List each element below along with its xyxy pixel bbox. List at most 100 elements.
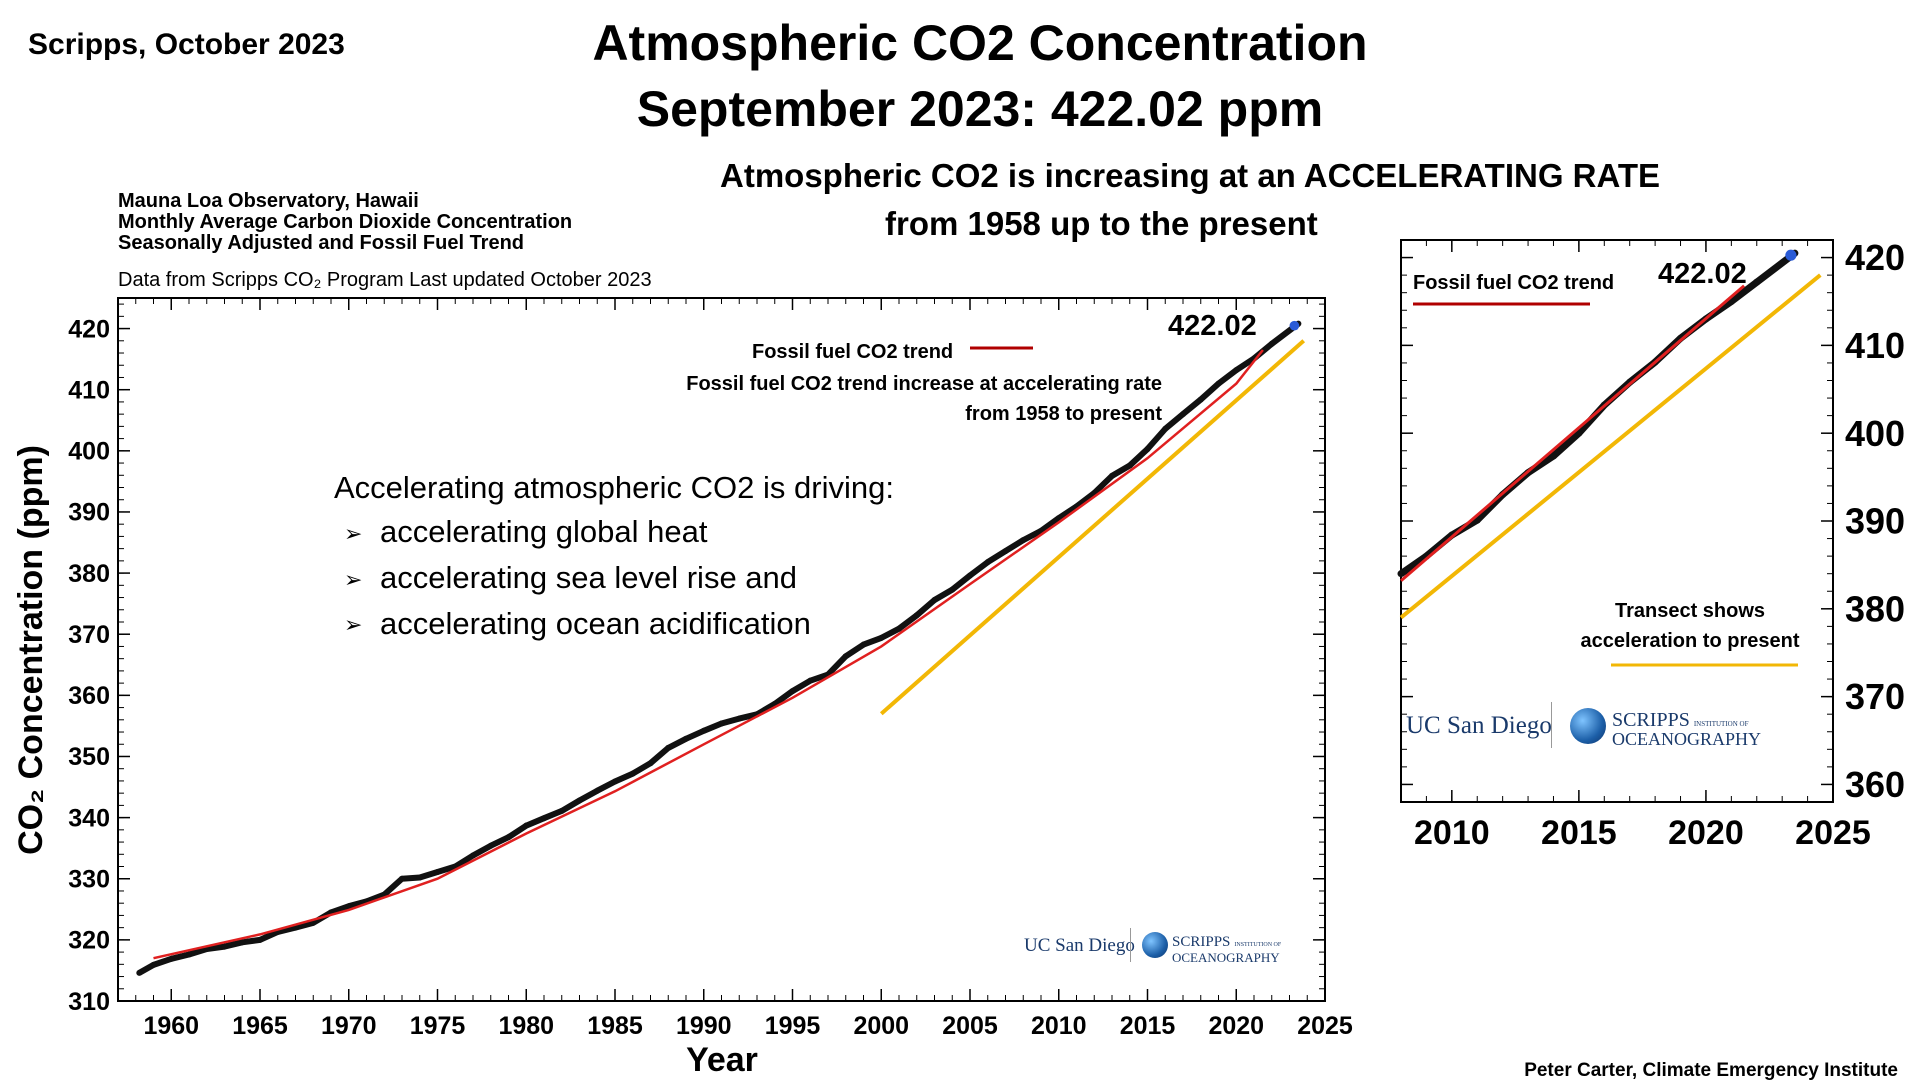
m-measurement-point — [239, 939, 246, 946]
scripps-logo-line2: OCEANOGRAPHY — [1172, 950, 1280, 965]
m-x-tick-label: 1990 — [676, 1012, 732, 1040]
m-measurement-point — [1268, 340, 1275, 347]
m-measurement-point — [984, 559, 991, 566]
inset-y-tick-labels: 360 370 380 390 400 410 420 — [1845, 237, 1905, 805]
m-measurement-point — [576, 797, 583, 804]
inset-ticks — [1400, 239, 1834, 803]
m-x-tick-label: 2010 — [1031, 1012, 1087, 1040]
chart-header-line3: Seasonally Adjusted and Fossil Fuel Tren… — [118, 232, 525, 254]
drivers-item-text: accelerating global heat — [380, 514, 708, 549]
main-title-line1: Atmospheric CO2 Concentration — [592, 15, 1368, 71]
inset-legend-text: Fossil fuel CO2 trend — [1413, 272, 1614, 294]
i-y-tick-label: 420 — [1845, 237, 1905, 278]
drivers-item: ➢ accelerating sea level rise and — [334, 556, 894, 602]
i-transect-line — [1399, 273, 1822, 620]
i-measurement-point — [1549, 452, 1557, 460]
main-x-tick-labels: 1960 1965 1970 1975 1980 1985 1990 1995 2000 2005… — [143, 1012, 1352, 1040]
inset-annotation-line1: Transect shows — [1615, 600, 1765, 622]
m-x-tick-label: 1995 — [765, 1012, 821, 1040]
m-x-tick-label: 2015 — [1120, 1012, 1176, 1040]
i-x-tick-label: 2020 — [1668, 814, 1744, 852]
m-measurement-point — [186, 951, 192, 958]
m-y-tick-label: 320 — [68, 927, 110, 955]
m-measurement-point — [1126, 462, 1133, 469]
m-x-tick-label: 2025 — [1297, 1012, 1353, 1040]
inset-ucsd-logo: UC San Diego — [1406, 712, 1552, 739]
m-measurement-point — [949, 586, 956, 593]
m-measurement-point — [1109, 472, 1115, 479]
inset-x-tick-labels: 2010 2015 2020 2025 — [1414, 814, 1871, 852]
scripps-globe-icon — [1142, 932, 1168, 958]
arrow-bullet-icon: ➢ — [344, 566, 363, 592]
m-measurement-point — [168, 955, 175, 962]
i-measurement-point — [1753, 278, 1761, 286]
i-y-tick-label: 370 — [1845, 676, 1905, 717]
m-measurement-point — [931, 596, 938, 603]
inset-scripps-globe-icon — [1570, 708, 1606, 744]
m-y-tick-label: 400 — [68, 438, 110, 466]
scripps-logo: SCRIPPS INSTITUTION OF OCEANOGRAPHY — [1172, 934, 1281, 966]
m-measurement-point — [1055, 515, 1062, 522]
m-measurement-point — [860, 641, 867, 648]
m-x-tick-label: 2000 — [853, 1012, 909, 1040]
m-measurement-point — [807, 677, 814, 684]
m-measurement-point — [434, 869, 441, 876]
inset-series — [1397, 249, 1822, 620]
m-measurement-point — [136, 969, 143, 976]
main-series — [136, 320, 1306, 976]
drivers-item-text: accelerating sea level rise and — [380, 559, 798, 595]
main-title-line2: September 2023: 422.02 ppm — [636, 81, 1324, 137]
main-annotation-line1: Fossil fuel CO2 trend increase at accele… — [686, 373, 1162, 395]
inset-scripps-logo-line1: SCRIPPS — [1612, 709, 1690, 731]
m-x-tick-label: 1985 — [587, 1012, 643, 1040]
i-y-tick-label: 410 — [1845, 325, 1905, 366]
m-measurement-point — [1233, 367, 1240, 374]
m-x-tick-label: 2005 — [942, 1012, 998, 1040]
m-measurement-point — [257, 936, 263, 943]
m-measurement-point — [1215, 380, 1222, 387]
ucsd-logo: UC San Diego — [1024, 935, 1135, 956]
m-y-tick-label: 390 — [68, 499, 110, 527]
m-measurement-point — [1197, 396, 1204, 403]
m-measurement-point — [505, 834, 512, 841]
arrow-bullet-icon: ➢ — [344, 612, 363, 638]
m-measurement-point — [150, 961, 157, 968]
drivers-heading: Accelerating atmospheric CO2 is driving: — [334, 470, 894, 505]
inset-scripps-logo-small: INSTITUTION OF — [1693, 720, 1749, 728]
arrow-bullet-icon: ➢ — [344, 520, 363, 546]
inset-scripps-logo-line2: OCEANOGRAPHY — [1612, 729, 1762, 749]
m-measurement-point — [1020, 537, 1027, 544]
drivers-list: Accelerating atmospheric CO2 is driving:… — [334, 466, 894, 647]
m-measurement-point — [399, 875, 405, 882]
i-measurement-point — [1575, 429, 1583, 437]
m-transect-line — [879, 339, 1306, 716]
m-measurement-point — [736, 715, 743, 722]
m-measurement-point — [665, 744, 672, 751]
headline: Atmospheric CO2 is increasing at an ACCE… — [720, 152, 1920, 248]
logo-divider — [1130, 928, 1131, 962]
m-x-tick-label: 1975 — [410, 1012, 466, 1040]
main-title: Atmospheric CO2 Concentration September … — [0, 10, 1920, 142]
scripps-logo-line1: SCRIPPS — [1172, 934, 1231, 950]
m-y-tick-label: 410 — [68, 376, 110, 404]
m-x-tick-label: 2020 — [1208, 1012, 1264, 1040]
credit-line: Peter Carter, Climate Emergency Institut… — [1524, 1060, 1898, 1081]
m-measurement-point — [1144, 445, 1151, 452]
m-measurement-point — [718, 720, 725, 727]
chart-source: Data from Scripps CO₂ Program Last updat… — [118, 269, 652, 291]
inset-annotation-line2: acceleration to present — [1581, 630, 1800, 652]
main-x-axis-label: Year — [686, 1041, 758, 1079]
i-y-tick-label: 380 — [1845, 588, 1905, 629]
m-measurement-point — [913, 612, 920, 619]
inset-scripps-logo: SCRIPPS INSTITUTION OF OCEANOGRAPHY — [1612, 710, 1761, 749]
m-measurement-point — [647, 760, 654, 767]
i-x-tick-label: 2025 — [1795, 814, 1871, 852]
main-latest-label: 422.02 — [1168, 310, 1257, 342]
m-measurement-point — [842, 653, 849, 660]
m-y-tick-label: 420 — [68, 315, 110, 343]
m-y-tick-label: 310 — [68, 988, 110, 1016]
m-y-tick-label: 360 — [68, 682, 110, 710]
m-measurement-point — [683, 735, 689, 742]
main-ticks — [117, 298, 1326, 1002]
